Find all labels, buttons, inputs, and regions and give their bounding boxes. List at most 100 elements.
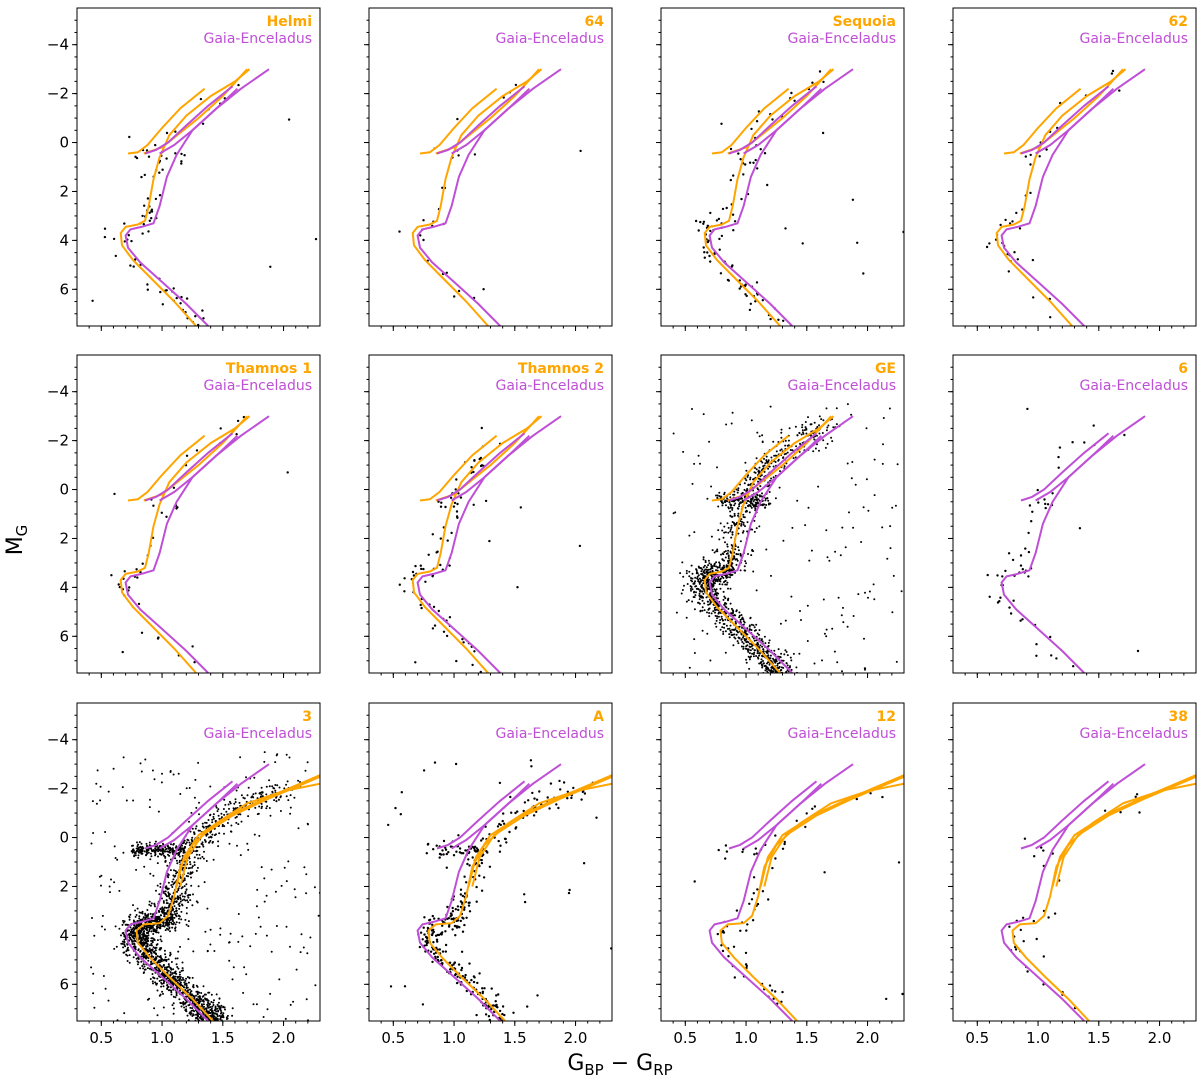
data-point bbox=[156, 927, 158, 930]
data-point bbox=[850, 413, 853, 416]
data-point bbox=[792, 676, 794, 678]
data-point bbox=[193, 1010, 196, 1013]
data-point bbox=[141, 910, 144, 913]
data-point bbox=[137, 850, 140, 853]
data-point bbox=[770, 456, 773, 459]
data-point bbox=[765, 459, 768, 462]
data-point bbox=[135, 847, 138, 850]
data-point bbox=[753, 505, 756, 508]
data-point bbox=[454, 488, 457, 491]
data-point bbox=[193, 864, 196, 866]
data-point bbox=[757, 480, 759, 483]
data-point bbox=[150, 902, 153, 905]
data-point bbox=[760, 460, 763, 463]
data-point bbox=[247, 815, 250, 818]
data-point bbox=[755, 589, 758, 592]
data-point bbox=[187, 981, 190, 984]
isochrone-line bbox=[143, 68, 248, 155]
data-point bbox=[761, 492, 763, 495]
data-point bbox=[767, 667, 770, 670]
data-point bbox=[179, 898, 182, 900]
data-point bbox=[269, 814, 272, 817]
data-point bbox=[162, 985, 165, 988]
data-point bbox=[709, 601, 712, 604]
isochrone-line bbox=[419, 434, 498, 502]
data-point bbox=[135, 925, 138, 928]
data-point bbox=[171, 851, 174, 854]
data-point bbox=[733, 629, 735, 632]
data-point bbox=[748, 642, 751, 645]
data-point bbox=[211, 841, 214, 844]
data-point bbox=[1027, 531, 1030, 535]
data-point bbox=[217, 814, 220, 817]
data-point bbox=[753, 649, 756, 652]
data-point bbox=[157, 855, 159, 858]
data-point bbox=[745, 502, 748, 505]
data-point bbox=[158, 961, 161, 964]
data-point bbox=[131, 850, 134, 853]
data-point bbox=[724, 541, 726, 544]
panel-title: Thamnos 1 bbox=[226, 361, 312, 377]
data-point bbox=[722, 633, 725, 635]
data-point bbox=[203, 1005, 205, 1008]
data-point bbox=[755, 527, 758, 530]
data-point bbox=[313, 886, 316, 889]
data-point bbox=[798, 450, 801, 453]
data-point bbox=[1046, 503, 1050, 506]
data-point bbox=[701, 590, 704, 593]
data-point bbox=[139, 571, 142, 574]
data-point bbox=[185, 986, 188, 989]
data-point bbox=[787, 444, 790, 447]
data-point bbox=[243, 966, 246, 969]
data-point bbox=[703, 609, 706, 612]
data-point bbox=[779, 669, 782, 672]
data-point bbox=[767, 654, 770, 657]
data-point bbox=[691, 600, 694, 603]
data-point bbox=[161, 906, 164, 909]
data-point bbox=[818, 432, 821, 435]
data-point bbox=[150, 951, 153, 954]
data-point bbox=[228, 800, 231, 803]
data-point bbox=[821, 432, 824, 434]
data-point bbox=[841, 670, 843, 673]
data-point bbox=[123, 920, 126, 923]
data-point bbox=[693, 608, 696, 611]
data-point bbox=[720, 615, 723, 618]
data-point bbox=[141, 232, 144, 235]
data-point bbox=[132, 799, 135, 802]
data-point bbox=[155, 946, 158, 949]
data-point bbox=[182, 1003, 185, 1006]
data-point bbox=[171, 909, 174, 912]
data-point bbox=[258, 792, 261, 795]
data-point bbox=[1024, 547, 1027, 550]
data-point bbox=[109, 891, 111, 894]
data-point bbox=[211, 1023, 213, 1025]
data-point bbox=[743, 496, 746, 499]
data-point bbox=[742, 618, 745, 621]
data-point bbox=[717, 529, 720, 532]
data-point bbox=[726, 545, 729, 548]
data-point bbox=[258, 805, 261, 808]
data-point bbox=[167, 922, 170, 925]
data-point bbox=[459, 496, 463, 499]
data-point bbox=[696, 575, 699, 578]
data-point bbox=[717, 592, 720, 595]
data-point bbox=[154, 917, 157, 920]
data-point bbox=[206, 1024, 208, 1026]
data-point bbox=[181, 899, 184, 902]
data-point bbox=[228, 941, 231, 944]
data-point bbox=[170, 968, 173, 971]
data-point bbox=[181, 904, 184, 907]
data-point bbox=[1031, 258, 1035, 262]
data-point bbox=[177, 849, 180, 852]
data-point bbox=[742, 642, 745, 645]
isochrone-line bbox=[435, 415, 540, 502]
data-point bbox=[230, 824, 233, 827]
data-point bbox=[195, 849, 198, 852]
data-point bbox=[720, 568, 722, 571]
data-point bbox=[207, 819, 210, 821]
data-point bbox=[263, 751, 266, 754]
data-point bbox=[795, 445, 798, 448]
data-point bbox=[768, 491, 771, 493]
data-point bbox=[752, 637, 755, 640]
